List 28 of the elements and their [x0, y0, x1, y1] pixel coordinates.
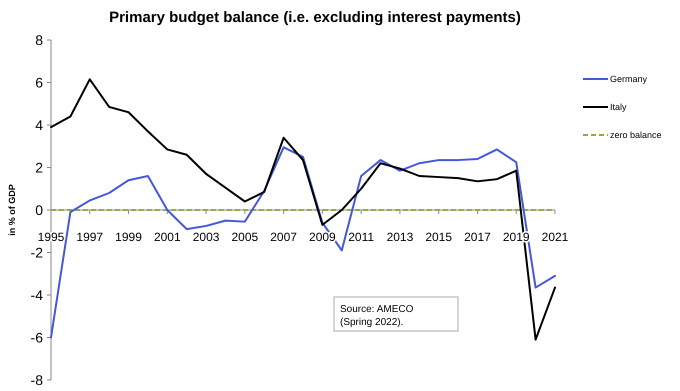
y-tick-label: 2 — [35, 159, 44, 176]
y-tick-label: 4 — [35, 116, 44, 133]
text-box: Source: AMECO (Spring 2022). — [334, 296, 458, 332]
y-tick-label: 6 — [35, 74, 44, 90]
x-tick-label: 2015 — [425, 230, 452, 244]
x-tick-label: 1995 — [38, 230, 65, 244]
y-tick-label: -6 — [30, 329, 44, 346]
x-tick-label: 2005 — [231, 230, 259, 244]
y-tick-label: -8 — [30, 372, 44, 388]
x-tick-label: 2003 — [192, 230, 220, 244]
y-tick-label: 8 — [35, 32, 44, 48]
y-tick-label: 0 — [35, 202, 44, 218]
chart-title: Primary budget balance (i.e. excluding interest payments) — [109, 9, 521, 26]
x-tick-label: 2021 — [542, 230, 569, 244]
x-tick-label: 2011 — [348, 230, 374, 244]
y-axis-title: in % of GDP — [7, 184, 17, 236]
x-tick-label: 2001 — [154, 230, 181, 244]
x-tick-label: 1997 — [76, 230, 104, 244]
y-tick-label: -2 — [30, 244, 44, 260]
x-tick-label: 2007 — [270, 230, 298, 244]
x-tick-label: 1999 — [115, 230, 142, 244]
annotation: Source: AMECO (Spring 2022). — [340, 304, 414, 328]
x-tick-label: 2017 — [464, 230, 492, 244]
legend-label: zero balance — [610, 130, 662, 140]
legend-label: Italy — [610, 102, 628, 112]
y-tick-label: -4 — [30, 286, 44, 303]
legend-label: Germany — [610, 74, 648, 84]
x-tick-label: 2013 — [386, 230, 414, 244]
